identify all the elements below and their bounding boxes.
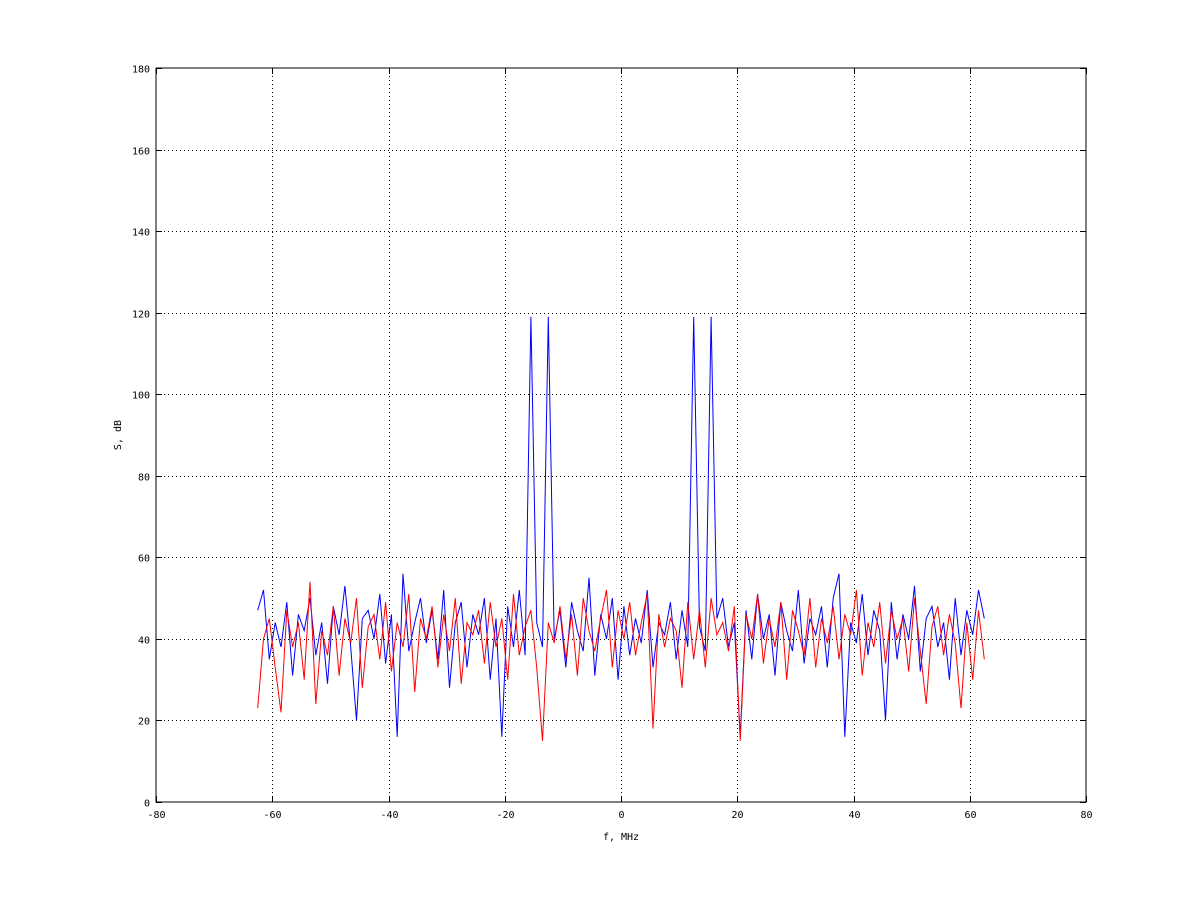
- y-tick-label: 120: [132, 310, 150, 321]
- y-tick-label: 40: [138, 636, 150, 647]
- y-tick-label: 100: [132, 391, 150, 402]
- y-axis-label: S, dB: [113, 420, 124, 450]
- series-line-1: [257, 316, 985, 737]
- y-tick-label: 0: [144, 799, 150, 810]
- y-tick-label: 140: [132, 228, 150, 239]
- x-tick-label: 20: [731, 810, 743, 821]
- plot-frame: [155, 67, 1087, 803]
- x-tick-label: -20: [496, 810, 514, 821]
- x-tick-label: 40: [848, 810, 860, 821]
- x-tick-label: -80: [147, 810, 165, 821]
- x-tick-label: -40: [380, 810, 398, 821]
- x-tick-label: 80: [1080, 810, 1092, 821]
- series-group: [257, 316, 985, 741]
- x-tick-label: 60: [964, 810, 976, 821]
- grid: [156, 68, 1086, 802]
- x-axis-label: f, MHz: [603, 832, 639, 843]
- x-tick-label: -60: [263, 810, 281, 821]
- series-line-2: [257, 581, 985, 741]
- ticks: -80 -60 -40 -20 0 20 40 60 80 0 20 40 60 80 100 120 140 1…: [132, 65, 1093, 822]
- y-tick-label: 20: [138, 717, 150, 728]
- y-tick-label: 80: [138, 473, 150, 484]
- x-tick-label: 0: [618, 810, 624, 821]
- y-tick-label: 160: [132, 147, 150, 158]
- y-tick-label: 60: [138, 554, 150, 565]
- y-tick-label: 180: [132, 65, 150, 76]
